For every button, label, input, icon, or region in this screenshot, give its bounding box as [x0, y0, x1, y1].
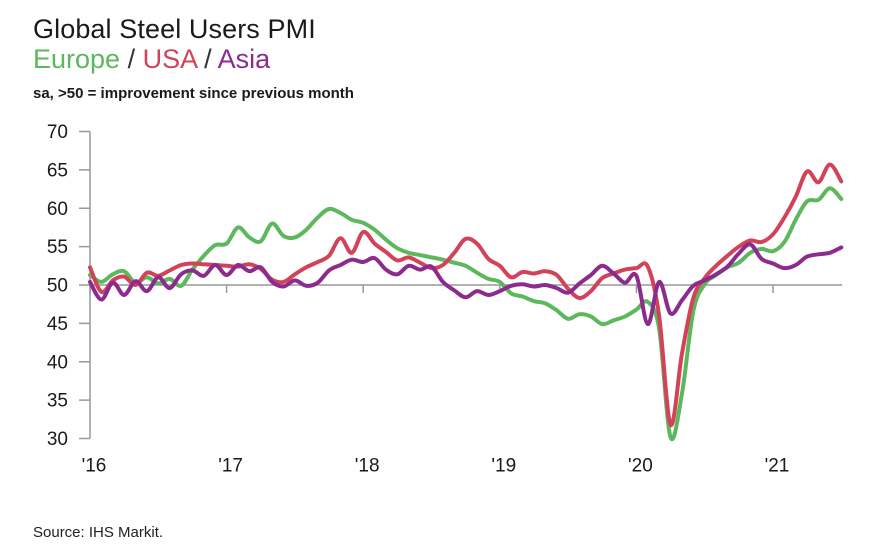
source-caption: Source: IHS Markit. [33, 524, 164, 541]
y-tick-label: 50 [47, 276, 68, 297]
x-tick-label: '17 [218, 456, 243, 477]
legend-separator: / [120, 44, 143, 74]
legend-item-europe: Europe [33, 44, 121, 74]
y-tick-label: 55 [47, 237, 68, 258]
chart-series-lines [88, 162, 844, 442]
chart-subtitle-note: sa, >50 = improvement since previous mon… [33, 85, 354, 102]
page-title: Global Steel Users PMI [33, 14, 316, 44]
y-tick-label: 35 [47, 391, 68, 412]
series-line-europe [88, 186, 844, 442]
series-line-usa [88, 162, 844, 427]
x-tick-label: '16 [82, 456, 107, 477]
series-line-asia [88, 242, 844, 327]
x-tick-label: '21 [765, 456, 790, 477]
y-tick-label: 40 [47, 352, 68, 373]
legend-item-asia: Asia [217, 44, 271, 74]
y-tick-label: 60 [47, 199, 68, 220]
y-tick-label: 70 [47, 122, 68, 143]
y-tick-label: 30 [47, 429, 68, 450]
legend-separator: / [196, 44, 218, 74]
legend-item-usa: USA [142, 44, 197, 74]
x-tick-label: '19 [491, 456, 516, 477]
x-tick-label: '18 [355, 456, 380, 477]
y-tick-label: 45 [47, 314, 68, 335]
chart-axes: 70 65 60 55 50 45 40 35 30 '16 '17 '18 '19 '20 '21 [47, 122, 843, 477]
x-tick-label: '20 [628, 456, 653, 477]
y-tick-label: 65 [47, 160, 68, 181]
chart-legend: Europe / USA / Asia [33, 44, 270, 74]
